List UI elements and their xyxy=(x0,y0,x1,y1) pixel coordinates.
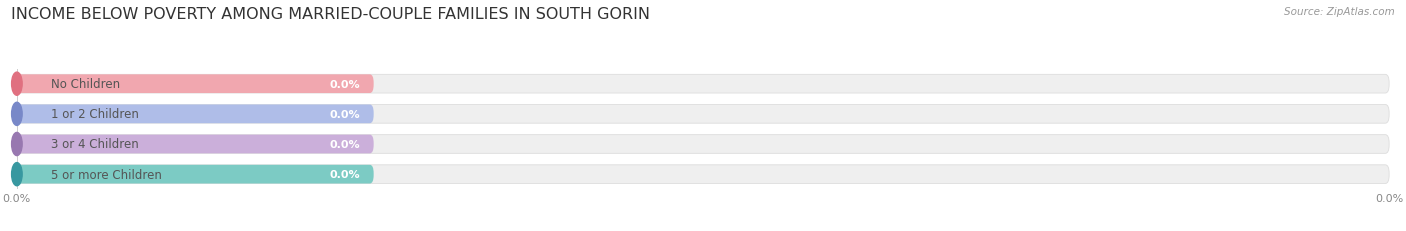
FancyBboxPatch shape xyxy=(17,165,1389,184)
FancyBboxPatch shape xyxy=(17,75,374,94)
FancyBboxPatch shape xyxy=(17,135,374,154)
FancyBboxPatch shape xyxy=(17,75,1389,94)
Text: 0.0%: 0.0% xyxy=(329,169,360,179)
Text: 3 or 4 Children: 3 or 4 Children xyxy=(51,138,139,151)
Text: 0.0%: 0.0% xyxy=(329,79,360,89)
FancyBboxPatch shape xyxy=(17,135,1389,154)
Text: 1 or 2 Children: 1 or 2 Children xyxy=(51,108,139,121)
Circle shape xyxy=(11,133,22,156)
FancyBboxPatch shape xyxy=(17,105,374,124)
FancyBboxPatch shape xyxy=(17,105,1389,124)
FancyBboxPatch shape xyxy=(17,165,374,184)
Text: 0.0%: 0.0% xyxy=(329,139,360,149)
Circle shape xyxy=(11,163,22,186)
Text: INCOME BELOW POVERTY AMONG MARRIED-COUPLE FAMILIES IN SOUTH GORIN: INCOME BELOW POVERTY AMONG MARRIED-COUPL… xyxy=(11,7,650,22)
Circle shape xyxy=(11,103,22,126)
Text: Source: ZipAtlas.com: Source: ZipAtlas.com xyxy=(1284,7,1395,17)
Text: 5 or more Children: 5 or more Children xyxy=(51,168,162,181)
Text: 0.0%: 0.0% xyxy=(329,109,360,119)
Text: No Children: No Children xyxy=(51,78,121,91)
Circle shape xyxy=(11,73,22,96)
